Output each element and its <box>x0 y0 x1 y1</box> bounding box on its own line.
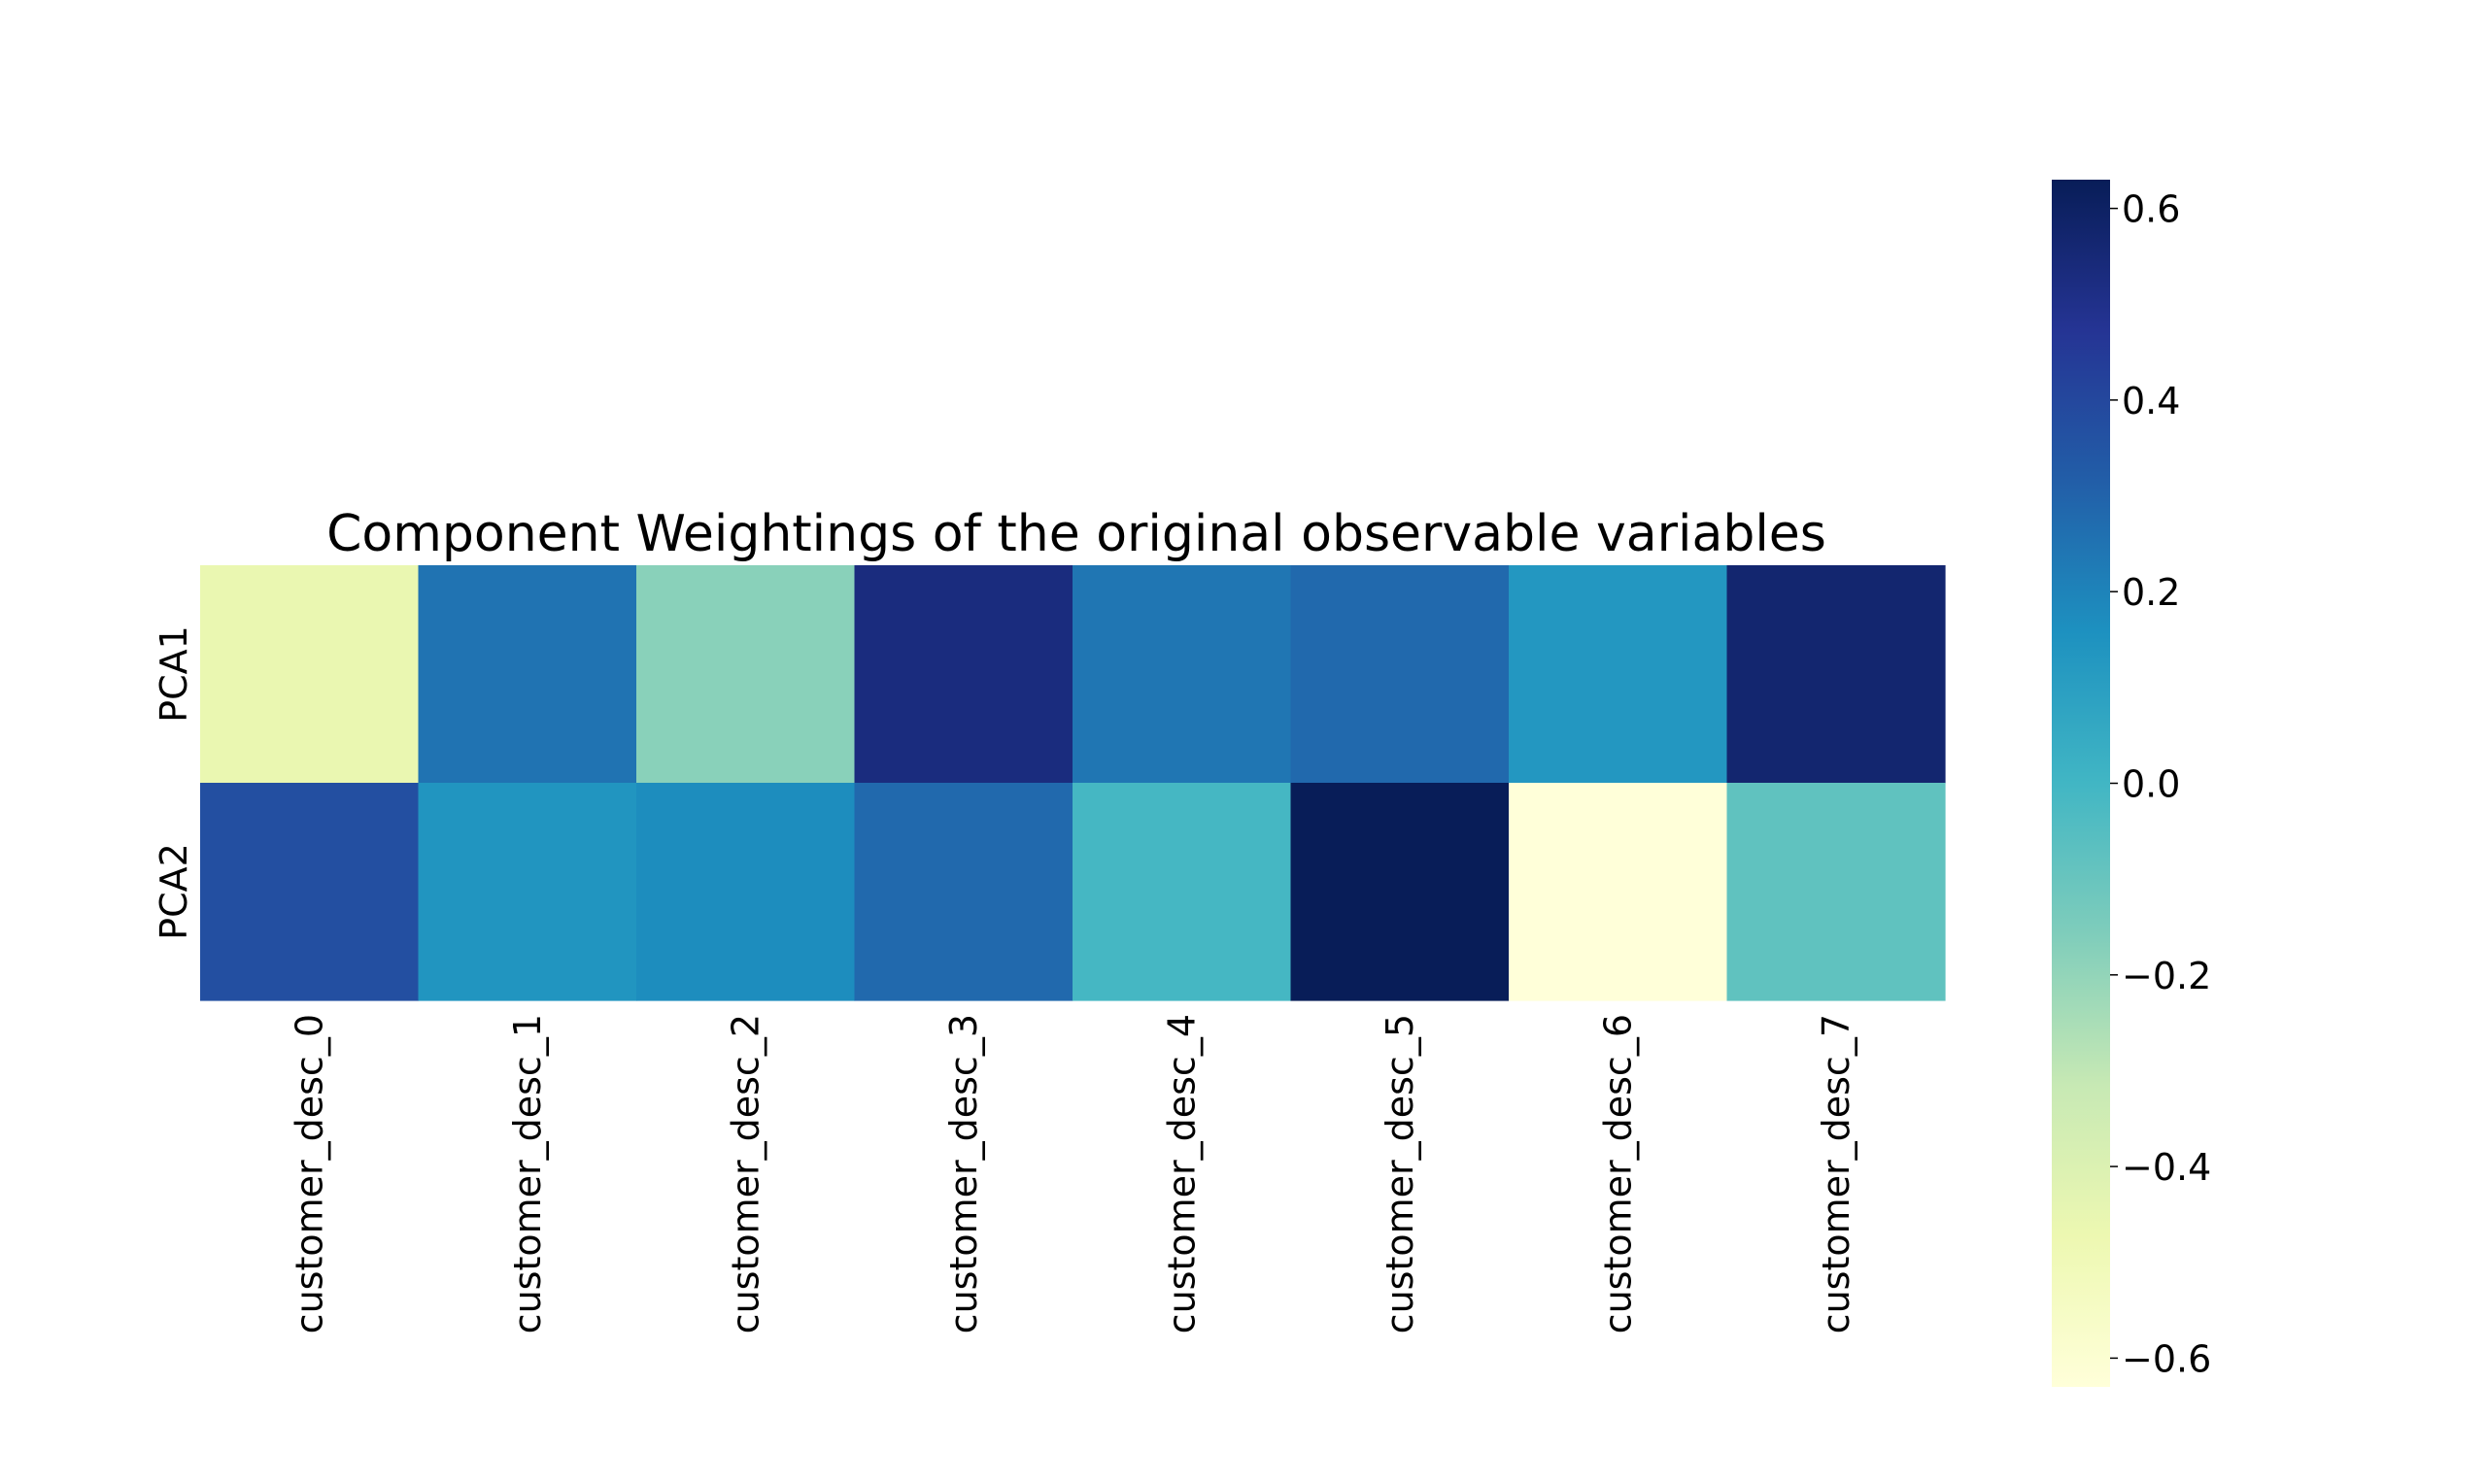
colorbar-tick-label: −0.4 <box>2122 1146 2211 1189</box>
chart-title: Component Weightings of the original obs… <box>326 505 1826 563</box>
colorbar-tick-label: 0.2 <box>2122 571 2180 614</box>
heatmap-cell-pca2-customer_desc_4 <box>1073 783 1292 1001</box>
heatmap-cell-pca2-customer_desc_5 <box>1290 783 1510 1001</box>
row-label-pca1: PCA1 <box>153 625 195 723</box>
column-label-customer_desc_1: customer_desc_1 <box>506 1014 549 1333</box>
colorbar-tick-label: −0.2 <box>2122 955 2211 997</box>
colorbar-tick-label: 0.4 <box>2122 380 2180 422</box>
column-label-customer_desc_4: customer_desc_4 <box>1160 1014 1203 1333</box>
row-labels: PCA1 PCA2 <box>153 625 195 940</box>
heatmap-cell-pca1-customer_desc_6 <box>1509 565 1728 784</box>
colorbar-tick-label: −0.6 <box>2122 1337 2211 1380</box>
colorbar-tick-label: 0.6 <box>2122 188 2180 231</box>
colorbar-gradient <box>2052 180 2110 1387</box>
heatmap-cell-pca2-customer_desc_3 <box>854 783 1073 1001</box>
heatmap-cell-pca1-customer_desc_7 <box>1726 565 1946 784</box>
column-label-customer_desc_7: customer_desc_7 <box>1815 1014 1857 1333</box>
heatmap-cell-pca1-customer_desc_5 <box>1290 565 1510 784</box>
heatmap-cell-pca1-customer_desc_0 <box>200 565 420 784</box>
heatmap-cell-pca1-customer_desc_4 <box>1073 565 1292 784</box>
heatmap-cell-pca2-customer_desc_6 <box>1509 783 1728 1001</box>
row-label-pca2: PCA2 <box>153 843 195 940</box>
colorbar-ticks: 0.6 0.4 0.2 0.0 −0.2 −0.4 −0.6 <box>2110 188 2211 1380</box>
heatmap-cell-pca2-customer_desc_2 <box>636 783 856 1001</box>
colorbar-tick-label: 0.0 <box>2122 763 2180 806</box>
colorbar: 0.6 0.4 0.2 0.0 −0.2 −0.4 −0.6 <box>2052 180 2211 1387</box>
column-label-customer_desc_6: customer_desc_6 <box>1596 1014 1639 1333</box>
column-labels: customer_desc_0 customer_desc_1 customer_d… <box>288 1014 1857 1333</box>
heatmap-cell-pca1-customer_desc_1 <box>418 565 637 784</box>
heatmap-cell-pca2-customer_desc_0 <box>200 783 420 1001</box>
column-label-customer_desc_2: customer_desc_2 <box>724 1014 767 1333</box>
column-label-customer_desc_5: customer_desc_5 <box>1379 1014 1421 1333</box>
heatmap-cells <box>200 565 1946 1001</box>
heatmap-cell-pca2-customer_desc_7 <box>1726 783 1946 1001</box>
heatmap-cell-pca2-customer_desc_1 <box>418 783 637 1001</box>
heatmap-cell-pca1-customer_desc_3 <box>854 565 1073 784</box>
heatmap-cell-pca1-customer_desc_2 <box>636 565 856 784</box>
column-label-customer_desc_3: customer_desc_3 <box>942 1014 985 1333</box>
column-label-customer_desc_0: customer_desc_0 <box>288 1014 330 1333</box>
